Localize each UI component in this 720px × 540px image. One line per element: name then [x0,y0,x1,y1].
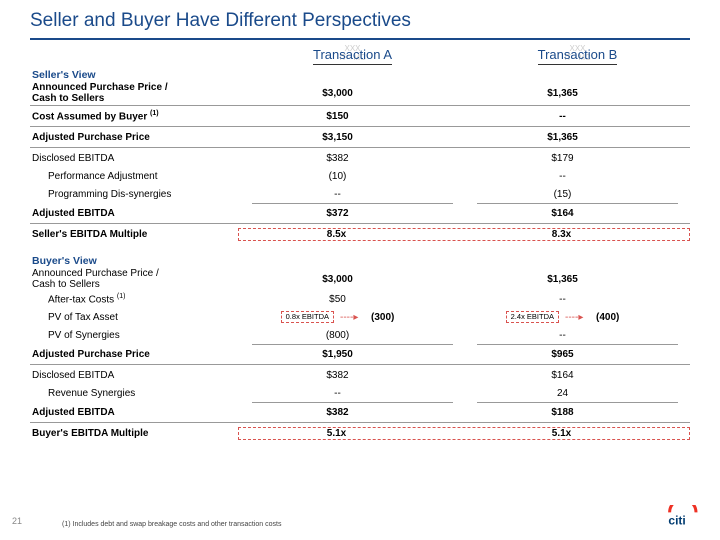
table-row: Adjusted Purchase Price $3,150 $1,365 [30,128,690,146]
arrow-icon: ----▸ [340,312,358,323]
pv-tax-asset-row: PV of Tax Asset 0.8x EBITDA ----▸ (300) … [30,308,690,326]
col-header-a: Transaction A [313,47,392,65]
seller-header: Seller's View [30,67,690,82]
table-row: Performance Adjustment (10) -- [30,167,690,185]
svg-text:citi: citi [668,513,685,527]
ebitda-tag-b: 2.4x EBITDA [506,311,559,323]
arrow-icon: ----▸ [565,312,583,323]
table-row: Programming Dis-synergies -- (15) [30,185,690,203]
footnote: (1) Includes debt and swap breakage cost… [62,521,281,528]
column-headers: XXXIT - MC Transaction A XXXIT - MC Tran… [30,46,690,65]
page-number: 21 [12,516,22,526]
table-row: After-tax Costs (1) $50 -- [30,290,690,308]
table-row: Announced Purchase Price /Cash to Seller… [30,82,690,104]
ebitda-tag-a: 0.8x EBITDA [281,311,334,323]
table-row: Cost Assumed by Buyer (1) $150 -- [30,107,690,125]
seller-multiple-row: Seller's EBITDA Multiple 8.5x 8.3x [30,225,690,243]
table-row: PV of Synergies (800) -- [30,326,690,344]
citi-logo: citi [666,505,702,532]
table-row: Adjusted Purchase Price $1,950 $965 [30,345,690,363]
slide: Seller and Buyer Have Different Perspect… [0,0,720,540]
table-row: Revenue Synergies -- 24 [30,384,690,402]
table-row: Adjusted EBITDA $372 $164 [30,204,690,222]
slide-title: Seller and Buyer Have Different Perspect… [30,10,690,40]
table-row: Adjusted EBITDA $382 $188 [30,403,690,421]
table-row: Disclosed EBITDA $382 $164 [30,366,690,384]
buyer-multiple-row: Buyer's EBITDA Multiple 5.1x 5.1x [30,424,690,442]
table-row: Announced Purchase Price /Cash to Seller… [30,268,690,290]
table-row: Disclosed EBITDA $382 $179 [30,149,690,167]
buyer-header: Buyer's View [30,253,690,268]
col-header-b: Transaction B [538,47,618,65]
